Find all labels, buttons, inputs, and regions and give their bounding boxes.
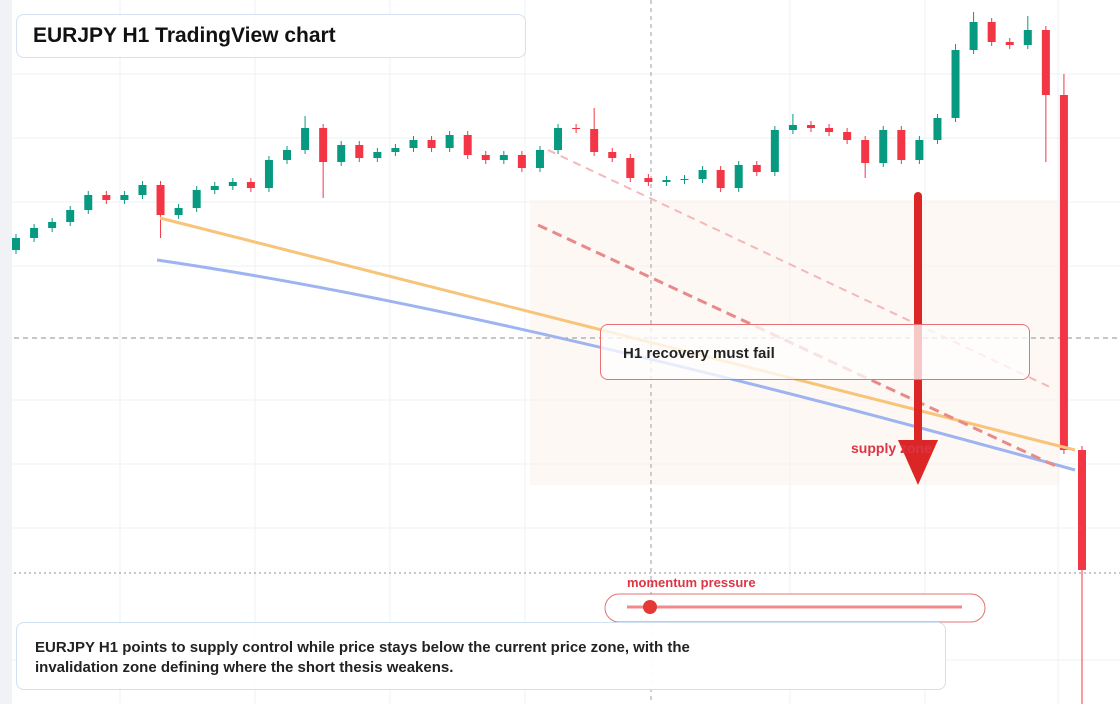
- candle-body: [481, 155, 490, 160]
- candle-body: [391, 148, 400, 152]
- candle-body: [897, 130, 906, 160]
- candle-body: [608, 152, 617, 158]
- candle-body: [1023, 30, 1032, 45]
- candle-body: [12, 238, 20, 250]
- candle-body: [66, 210, 75, 222]
- candle-body: [1041, 30, 1050, 95]
- candle-body: [499, 155, 508, 160]
- candle-body: [626, 158, 635, 178]
- candle-body: [698, 170, 707, 179]
- candle-body: [246, 182, 255, 188]
- candle-body: [806, 125, 815, 128]
- candle-body: [138, 185, 147, 195]
- candle-body: [590, 129, 599, 152]
- candle-body: [283, 150, 292, 160]
- candle-body: [210, 186, 219, 190]
- annotation: momentum pressure: [627, 575, 756, 590]
- candle-body: [788, 125, 797, 130]
- candle-body: [843, 132, 852, 140]
- candle-body: [644, 178, 653, 182]
- caption: EURJPY H1 points to supply control while…: [35, 639, 690, 676]
- candle-body: [264, 160, 273, 188]
- candle-body: [572, 128, 581, 129]
- candle-body: [30, 228, 39, 238]
- annotation: supply zone: [851, 440, 932, 456]
- candle-body: [102, 195, 111, 200]
- candle-body: [770, 130, 779, 172]
- candle-body: [535, 150, 544, 168]
- candle-body: [427, 140, 436, 148]
- candle-body: [445, 135, 454, 148]
- candle-body: [861, 140, 870, 163]
- candle-body: [752, 165, 761, 172]
- candle-body: [84, 195, 93, 210]
- caption-box: EURJPY H1 points to supply control while…: [16, 622, 946, 690]
- candle-body: [319, 128, 328, 162]
- candle-body: [680, 179, 689, 180]
- arrow-head: [898, 440, 938, 485]
- candle-body: [734, 165, 743, 188]
- candle-body: [1005, 42, 1014, 45]
- candle-body: [662, 180, 671, 182]
- candle-body: [879, 130, 888, 163]
- candle-body: [228, 182, 237, 186]
- candle-body: [951, 50, 960, 118]
- candle-body: [337, 145, 346, 162]
- candle-body: [915, 140, 924, 160]
- candle-body: [969, 22, 978, 50]
- candle-body: [716, 170, 725, 188]
- candle-body: [463, 135, 472, 155]
- candle-body: [373, 152, 382, 158]
- candle-body: [355, 145, 364, 158]
- candle-body: [825, 128, 834, 132]
- momentum-knob: [643, 600, 657, 614]
- candle-body: [409, 140, 418, 148]
- candle-body: [1078, 450, 1086, 570]
- candle-body: [48, 222, 57, 228]
- left-edge: [0, 0, 12, 704]
- candle-body: [554, 128, 563, 150]
- annotation-box: H1 recovery must fail: [600, 324, 1030, 380]
- candle-body: [156, 185, 165, 215]
- candle-body: [987, 22, 996, 42]
- candle-body: [517, 155, 526, 168]
- trend-line: [156, 258, 1076, 472]
- candle-body: [174, 208, 183, 215]
- candle-body: [301, 128, 310, 150]
- candles: [12, 12, 1086, 704]
- candle-body: [192, 190, 201, 208]
- chart-title: EURJPY H1 TradingView chart: [16, 14, 526, 58]
- candle-body: [120, 195, 129, 200]
- candle-body: [1059, 95, 1068, 450]
- candle-body: [933, 118, 942, 140]
